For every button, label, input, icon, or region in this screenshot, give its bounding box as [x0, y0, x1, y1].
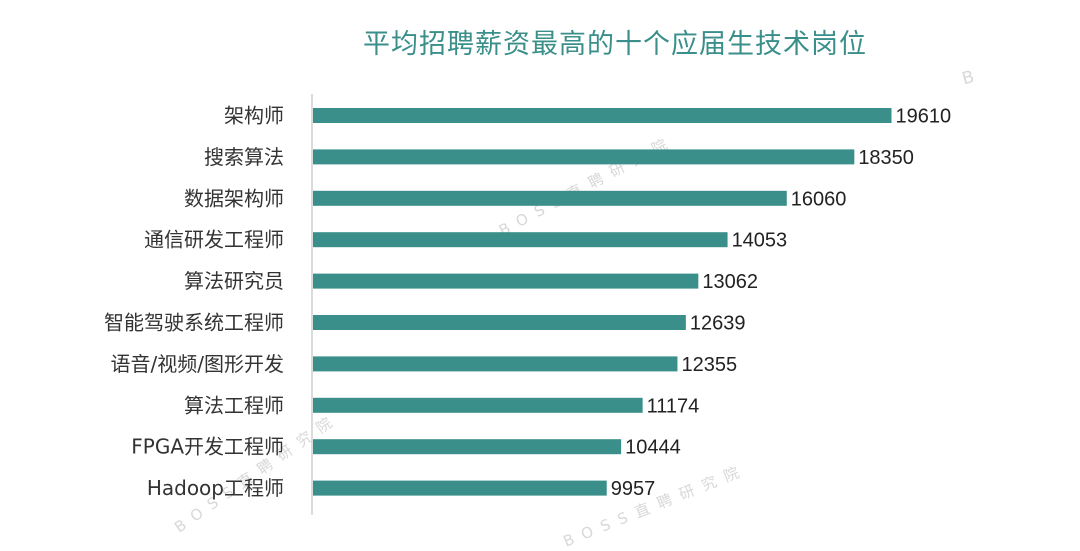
data-label: 18350 — [858, 147, 914, 169]
data-label: 11174 — [647, 395, 700, 417]
data-label: 19610 — [895, 106, 951, 128]
y-tick-label: 智能驾驶系统工程师 — [104, 311, 284, 335]
bar — [313, 439, 622, 455]
bar — [313, 108, 892, 123]
bar — [313, 356, 678, 372]
data-label: 16060 — [791, 188, 847, 210]
y-tick-label: 搜索算法 — [204, 145, 284, 169]
y-tick-label: 语音/视频/图形开发 — [111, 352, 284, 376]
bar-chart: 平均招聘薪资最高的十个应届生技术岗位 BOSS直聘研究院 BOSS直聘研究院 B… — [104, 29, 985, 551]
plot-area: 架构师 19610 搜索算法 18350 数据架构师 16060 通信研发工程师 14053 算… — [104, 94, 951, 515]
data-label: 9957 — [611, 478, 656, 500]
bar — [313, 480, 607, 496]
bar — [313, 397, 643, 413]
bar — [313, 149, 855, 165]
y-tick-label: 算法研究员 — [184, 269, 284, 293]
data-label: 12355 — [681, 354, 737, 376]
y-tick-label: Hadoop工程师 — [147, 476, 284, 500]
data-label: 10444 — [625, 437, 681, 459]
data-label: 14053 — [732, 230, 788, 252]
bar — [313, 232, 728, 248]
y-tick-label: 通信研发工程师 — [144, 228, 284, 252]
y-tick-label: FPGA开发工程师 — [131, 435, 284, 459]
y-tick-label: 数据架构师 — [184, 186, 284, 210]
bar — [313, 273, 699, 289]
bar — [313, 190, 787, 206]
y-tick-label: 架构师 — [224, 104, 284, 128]
data-label: 13062 — [702, 271, 758, 293]
data-label: 12639 — [690, 313, 746, 335]
bar — [313, 315, 686, 330]
chart-title: 平均招聘薪资最高的十个应届生技术岗位 — [363, 29, 867, 60]
y-tick-label: 算法工程师 — [184, 393, 284, 417]
